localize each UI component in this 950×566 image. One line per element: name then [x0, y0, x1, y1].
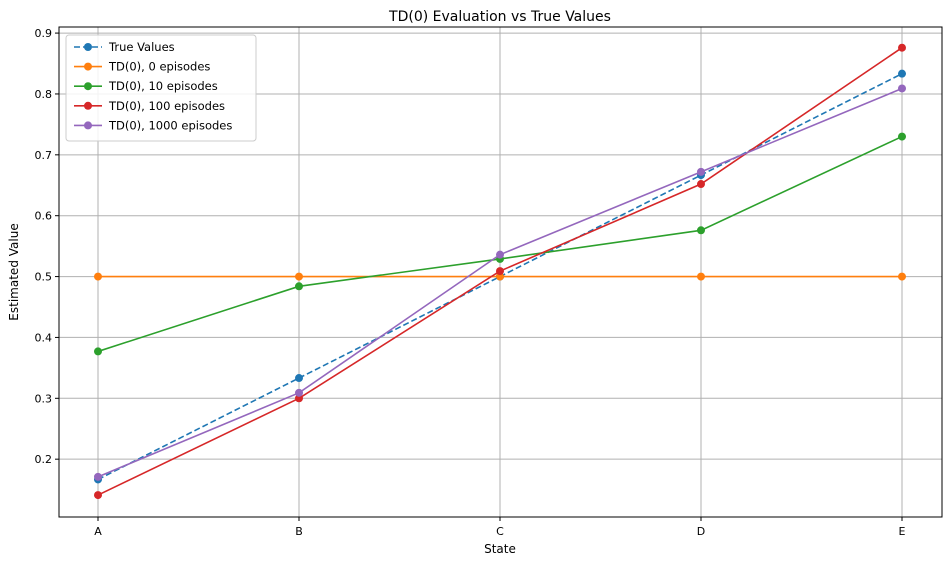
- legend-label: TD(0), 100 episodes: [108, 99, 225, 113]
- x-axis-label: State: [484, 542, 516, 556]
- series-point: [496, 250, 504, 259]
- legend-label: TD(0), 0 episodes: [108, 60, 210, 74]
- series-point: [295, 272, 303, 281]
- x-tick-label: D: [697, 525, 705, 538]
- series-point: [94, 272, 102, 281]
- series-point: [94, 491, 102, 500]
- series-point: [94, 347, 102, 356]
- legend-box: [65, 34, 257, 142]
- y-tick-label: 0.5: [35, 271, 53, 284]
- y-tick-label: 0.7: [35, 149, 53, 162]
- series-point: [697, 180, 705, 189]
- legend-label: TD(0), 1000 episodes: [108, 118, 232, 132]
- x-tick-label: B: [295, 525, 303, 538]
- series-point: [697, 226, 705, 235]
- x-tick-label: E: [899, 525, 906, 538]
- legend: True Values TD(0), 0 episodes TD(0), 10 ep…: [65, 34, 257, 142]
- y-tick-label: 0.4: [35, 331, 53, 344]
- legend-marker: [84, 82, 92, 91]
- legend-marker: [84, 121, 92, 130]
- series-point: [295, 374, 303, 383]
- y-tick-label: 0.6: [35, 210, 53, 223]
- y-tick-label: 0.3: [35, 392, 53, 405]
- legend-marker: [84, 43, 92, 51]
- series-point: [94, 472, 102, 481]
- legend-marker: [84, 101, 92, 110]
- series-point: [898, 272, 906, 281]
- y-tick-label: 0.9: [35, 27, 53, 40]
- legend-label: True Values: [108, 40, 175, 54]
- series-point: [898, 43, 906, 52]
- legend-label: TD(0), 10 episodes: [108, 79, 218, 93]
- series-point: [496, 267, 504, 276]
- legend-marker: [84, 62, 92, 71]
- series-point: [697, 272, 705, 281]
- y-axis-ticks: 0.2 0.3 0.4 0.5 0.6 0.7 0.8 0.9: [35, 27, 59, 466]
- y-axis-label: Estimated Value: [7, 223, 21, 320]
- y-tick-label: 0.2: [35, 453, 53, 466]
- series-point: [898, 69, 906, 78]
- series-point: [496, 272, 504, 281]
- y-tick-label: 0.8: [35, 88, 53, 101]
- series-point: [898, 132, 906, 141]
- series-point: [295, 388, 303, 397]
- x-tick-label: C: [496, 525, 504, 538]
- series-point: [295, 394, 303, 403]
- x-axis-ticks: A B C D E: [94, 517, 906, 538]
- series-point: [697, 167, 705, 176]
- chart-title: TD(0) Evaluation vs True Values: [388, 9, 611, 25]
- series-point: [295, 282, 303, 291]
- x-tick-label: A: [94, 525, 102, 538]
- series-layer: [94, 43, 906, 500]
- series-point: [898, 84, 906, 93]
